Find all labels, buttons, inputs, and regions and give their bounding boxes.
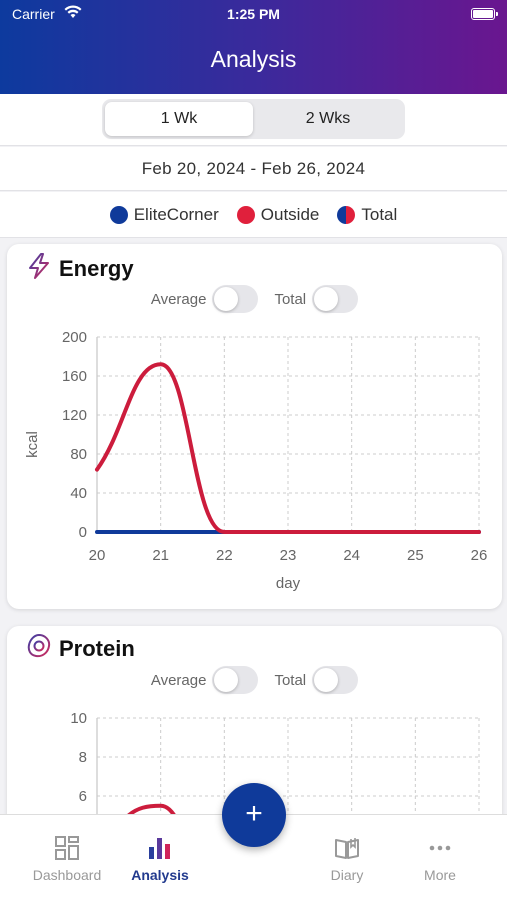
- y-tick-label: 0: [79, 524, 87, 541]
- range-option-1wk[interactable]: 1 Wk: [105, 102, 253, 136]
- x-tick-label: 26: [471, 547, 488, 564]
- protein-toggles: Average Total: [7, 666, 502, 694]
- legend-dot-outside: [236, 205, 255, 224]
- energy-average-label: Average: [150, 290, 207, 308]
- protein-total-label: Total: [274, 671, 307, 689]
- switch-knob: [314, 668, 339, 692]
- header: Carrier 1:25 PM Analysis: [0, 0, 507, 94]
- page-title: Analysis: [210, 46, 297, 72]
- energy-average-toggle-group: Average: [151, 285, 259, 313]
- status-bar: Carrier 1:25 PM: [0, 0, 507, 28]
- x-tick-label: 20: [89, 547, 106, 564]
- legend-label: EliteCorner: [133, 204, 219, 224]
- y-tick-label: 40: [70, 485, 87, 502]
- legend-item-elitecorner: EliteCorner: [109, 204, 219, 225]
- legend-dot-elitecorner: [109, 205, 128, 224]
- dashboard-icon: [55, 836, 79, 860]
- legend: EliteCorner Outside Total: [0, 192, 507, 238]
- legend-item-outside: Outside: [236, 204, 320, 225]
- protein-average-label: Average: [150, 671, 207, 689]
- protein-total-toggle-group: Total: [274, 666, 359, 694]
- range-bar: 1 Wk 2 Wks: [0, 94, 507, 146]
- switch-knob: [214, 287, 239, 311]
- y-tick-label: 200: [62, 329, 87, 346]
- energy-total-switch[interactable]: [312, 285, 359, 313]
- protein-title: Protein: [59, 636, 135, 661]
- clock: 1:25 PM: [227, 6, 280, 22]
- legend-label: Total: [361, 204, 398, 224]
- tab-dashboard[interactable]: Dashboard: [17, 835, 117, 883]
- switch-knob: [314, 287, 339, 311]
- tab-label: Dashboard: [32, 867, 102, 883]
- tab-label: Analysis: [131, 867, 189, 883]
- range-option-2wks[interactable]: 2 Wks: [305, 110, 351, 127]
- tab-more[interactable]: More: [390, 835, 490, 883]
- x-tick-label: 22: [216, 547, 233, 564]
- legend-item-total: Total: [337, 205, 397, 225]
- x-tick-label: 24: [343, 547, 360, 564]
- y-tick-label: 8: [79, 749, 87, 766]
- tab-label: More: [424, 867, 456, 883]
- energy-chart: 0 40 80 120 160 200 20 21 22 23 24 25 26 day kcal: [24, 329, 488, 592]
- y-tick-label: 10: [70, 710, 87, 727]
- x-tick-label: 23: [280, 547, 297, 564]
- x-axis-label: day: [276, 575, 301, 592]
- x-tick-label: 25: [407, 547, 424, 564]
- series-line-outside: [95, 362, 481, 534]
- protein-average-toggle-group: Average: [151, 666, 259, 694]
- energy-toggles: Average Total: [7, 285, 502, 313]
- tab-label: Diary: [330, 867, 364, 883]
- y-tick-label: 80: [70, 446, 87, 463]
- y-tick-label: 160: [62, 368, 87, 385]
- egg-icon: [27, 633, 51, 658]
- battery-icon: [471, 8, 498, 20]
- add-button[interactable]: +: [222, 783, 286, 847]
- wifi-icon: [64, 5, 82, 18]
- protein-average-switch[interactable]: [212, 666, 259, 694]
- date-range[interactable]: Feb 20, 2024 - Feb 26, 2024: [0, 147, 507, 191]
- protein-total-switch[interactable]: [312, 666, 359, 694]
- y-tick-label: 6: [79, 788, 87, 805]
- more-icon: [429, 845, 451, 851]
- y-axis-label: kcal: [24, 431, 41, 458]
- book-icon: [335, 838, 359, 859]
- tab-diary[interactable]: Diary: [297, 835, 397, 883]
- lightning-icon: [29, 253, 49, 279]
- energy-title: Energy: [59, 256, 134, 281]
- x-tick-label: 21: [152, 547, 169, 564]
- tab-analysis[interactable]: Analysis: [110, 835, 210, 883]
- range-segmented-control: 1 Wk 2 Wks: [102, 99, 405, 139]
- legend-dot-total: [337, 205, 356, 224]
- energy-total-label: Total: [274, 290, 307, 308]
- energy-card: Energy Average Total 0 40 80 120 160 200 20 21 2…: [7, 244, 502, 609]
- energy-total-toggle-group: Total: [274, 285, 359, 313]
- legend-label: Outside: [260, 204, 320, 224]
- switch-knob: [214, 668, 239, 692]
- energy-average-switch[interactable]: [212, 285, 259, 313]
- y-tick-label: 120: [62, 407, 87, 424]
- carrier-label: Carrier: [12, 6, 55, 22]
- bar-chart-icon: [149, 838, 170, 859]
